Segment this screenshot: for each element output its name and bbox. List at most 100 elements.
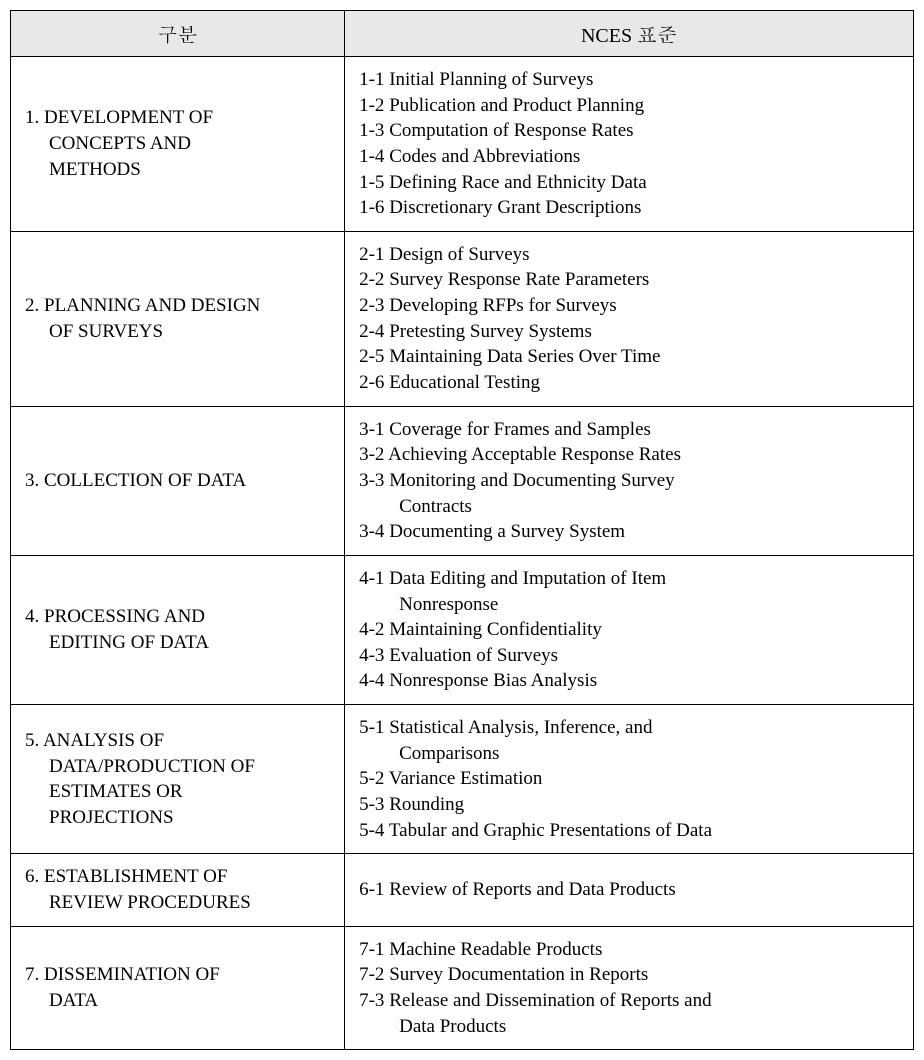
item-code: 2-5	[359, 346, 384, 367]
item-text: Survey Documentation in Reports	[389, 964, 648, 985]
table-row: 4. PROCESSING ANDEDITING OF DATA4-1 Data…	[11, 555, 914, 704]
items-cell: 2-1 Design of Surveys2-2 Survey Response…	[345, 231, 914, 406]
item-code: 5-1	[359, 717, 384, 738]
item-text: Publication and Product Planning	[389, 95, 644, 116]
category-title-line: REVIEW PROCEDURES	[25, 890, 330, 916]
item-text: Review of Reports and Data Products	[389, 879, 676, 900]
list-item: 2-1 Design of Surveys	[359, 242, 899, 268]
standards-table: 구분 NCES 표준 1. DEVELOPMENT OF CONCEPTS AND…	[10, 10, 914, 1050]
list-item: 7-2 Survey Documentation in Reports	[359, 962, 899, 988]
item-text: Rounding	[389, 794, 464, 815]
table-row: 3. COLLECTION OF DATA 3-1 Coverage for Fr…	[11, 406, 914, 555]
list-item: 1-4 Codes and Abbreviations	[359, 144, 899, 170]
item-text: Pretesting Survey Systems	[389, 321, 592, 342]
list-item: 5-2 Variance Estimation	[359, 766, 899, 792]
item-text-continuation: Nonresponse	[359, 592, 899, 618]
list-item: 7-1 Machine Readable Products	[359, 937, 899, 963]
category-title-line: OF SURVEYS	[25, 319, 330, 345]
category-number: 7.	[25, 964, 39, 985]
item-code: 2-2	[359, 269, 384, 290]
item-code: 3-1	[359, 419, 384, 440]
list-item: 4-4 Nonresponse Bias Analysis	[359, 668, 899, 694]
item-code: 1-2	[359, 95, 384, 116]
item-code: 5-3	[359, 794, 384, 815]
item-text: Nonresponse Bias Analysis	[389, 670, 597, 691]
category-title-text: DISSEMINATION OF	[44, 964, 220, 985]
header-row: 구분 NCES 표준	[11, 11, 914, 57]
items-cell: 6-1 Review of Reports and Data Products	[345, 854, 914, 926]
item-code: 4-3	[359, 645, 384, 666]
item-code: 5-2	[359, 768, 384, 789]
category-cell: 3. COLLECTION OF DATA	[11, 406, 345, 555]
items-cell: 7-1 Machine Readable Products7-2 Survey …	[345, 926, 914, 1050]
table-row: 5. ANALYSIS OFDATA/PRODUCTION OFESTIMATE…	[11, 705, 914, 854]
item-text: Maintaining Confidentiality	[389, 619, 602, 640]
list-item: 1-1 Initial Planning of Surveys	[359, 67, 899, 93]
item-text: Variance Estimation	[389, 768, 543, 789]
item-code: 2-3	[359, 295, 384, 316]
list-item: 1-6 Discretionary Grant Descriptions	[359, 195, 899, 221]
table-row: 2. PLANNING AND DESIGNOF SURVEYS2-1 Desi…	[11, 231, 914, 406]
category-number: 2.	[25, 295, 39, 316]
header-standard: NCES 표준	[345, 11, 914, 57]
list-item: 4-3 Evaluation of Surveys	[359, 643, 899, 669]
list-item: 1-2 Publication and Product Planning	[359, 93, 899, 119]
item-code: 1-3	[359, 120, 384, 141]
item-text: Monitoring and Documenting Survey	[389, 470, 675, 491]
item-text: Documenting a Survey System	[389, 521, 625, 542]
item-text: Computation of Response Rates	[389, 120, 633, 141]
item-text: Data Editing and Imputation of Item	[389, 568, 666, 589]
category-first-line: 6. ESTABLISHMENT OF	[25, 864, 330, 890]
item-code: 7-3	[359, 990, 384, 1011]
items-cell: 4-1 Data Editing and Imputation of ItemN…	[345, 555, 914, 704]
item-text-continuation: Contracts	[359, 494, 899, 520]
table-row: 7. DISSEMINATION OF DATA 7-1 Machine Reada…	[11, 926, 914, 1050]
item-text: Educational Testing	[389, 372, 540, 393]
item-text-continuation: Comparisons	[359, 741, 899, 767]
list-item: 3-2 Achieving Acceptable Response Rates	[359, 442, 899, 468]
list-item: 2-4 Pretesting Survey Systems	[359, 319, 899, 345]
list-item: 1-5 Defining Race and Ethnicity Data	[359, 170, 899, 196]
category-title-text: COLLECTION OF DATA	[44, 470, 246, 491]
category-title-line: PROJECTIONS	[25, 805, 330, 831]
category-number: 1.	[25, 107, 39, 128]
category-title-line: CONCEPTS AND	[25, 131, 330, 157]
item-text: Release and Dissemination of Reports and	[389, 990, 711, 1011]
item-text: Survey Response Rate Parameters	[389, 269, 649, 290]
item-text: Achieving Acceptable Response Rates	[388, 444, 681, 465]
item-code: 3-2	[359, 444, 384, 465]
items-cell: 5-1 Statistical Analysis, Inference, and…	[345, 705, 914, 854]
items-cell: 1-1 Initial Planning of Surveys1-2 Publi…	[345, 57, 914, 232]
category-first-line: 4. PROCESSING AND	[25, 604, 330, 630]
list-item: 5-4 Tabular and Graphic Presentations of…	[359, 818, 899, 844]
item-text: Developing RFPs for Surveys	[389, 295, 616, 316]
category-title-text: DEVELOPMENT OF	[44, 107, 213, 128]
item-code: 4-4	[359, 670, 384, 691]
list-item: 2-3 Developing RFPs for Surveys	[359, 293, 899, 319]
item-code: 5-4	[359, 820, 384, 841]
item-code: 2-6	[359, 372, 384, 393]
category-cell: 4. PROCESSING ANDEDITING OF DATA	[11, 555, 345, 704]
item-code: 3-4	[359, 521, 384, 542]
category-title-line: DATA	[25, 988, 330, 1014]
category-cell: 7. DISSEMINATION OF DATA	[11, 926, 345, 1050]
item-text: Maintaining Data Series Over Time	[389, 346, 660, 367]
list-item: 5-1 Statistical Analysis, Inference, and	[359, 715, 899, 741]
list-item: 6-1 Review of Reports and Data Products	[359, 877, 899, 903]
item-text: Machine Readable Products	[389, 939, 602, 960]
category-cell: 1. DEVELOPMENT OFCONCEPTS ANDMETHODS	[11, 57, 345, 232]
list-item: 1-3 Computation of Response Rates	[359, 118, 899, 144]
table-row: 6. ESTABLISHMENT OFREVIEW PROCEDURES 6-1 …	[11, 854, 914, 926]
item-code: 1-1	[359, 69, 384, 90]
list-item: 3-3 Monitoring and Documenting Survey	[359, 468, 899, 494]
item-code: 6-1	[359, 879, 384, 900]
list-item: 2-6 Educational Testing	[359, 370, 899, 396]
header-category: 구분	[11, 11, 345, 57]
category-cell: 5. ANALYSIS OFDATA/PRODUCTION OFESTIMATE…	[11, 705, 345, 854]
list-item: 2-2 Survey Response Rate Parameters	[359, 267, 899, 293]
list-item: 3-4 Documenting a Survey System	[359, 519, 899, 545]
category-number: 6.	[25, 866, 39, 887]
list-item: 3-1 Coverage for Frames and Samples	[359, 417, 899, 443]
category-number: 5.	[25, 730, 39, 751]
item-code: 1-6	[359, 197, 384, 218]
